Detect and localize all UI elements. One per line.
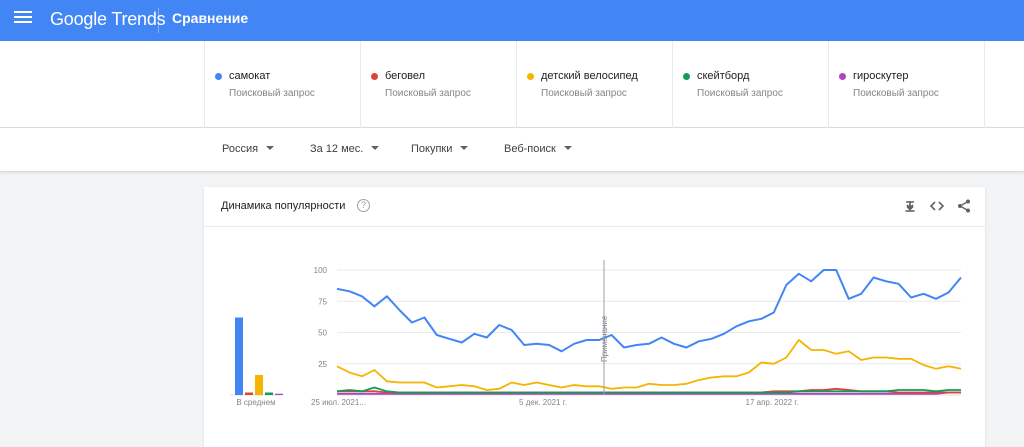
embed-code-icon[interactable] (929, 198, 945, 214)
term-name: самокат (229, 70, 271, 82)
y-tick-label: 50 (318, 329, 327, 338)
search-type-dropdown[interactable]: Веб-поиск (504, 143, 572, 155)
y-tick-label: 75 (318, 297, 327, 306)
series-line-2 (336, 339, 962, 391)
menu-icon[interactable] (14, 11, 32, 29)
filters-bar: Россия За 12 мес. Покупки Веб-поиск (0, 128, 1024, 172)
search-type-value: Веб-поиск (504, 143, 556, 155)
term-item-samokat[interactable]: самокат Поисковый запрос (205, 41, 361, 128)
y-tick-label: 25 (318, 360, 327, 369)
page-title: Сравнение (172, 10, 249, 26)
dropdown-caret-icon (371, 146, 380, 150)
x-tick-label: 17 апр. 2022 г. (746, 398, 799, 407)
avg-bar (255, 375, 263, 395)
term-item-giroskuter[interactable]: гироскутер Поисковый запрос (829, 41, 985, 128)
comparison-terms-bar: самокат Поисковый запрос беговел Поисков… (0, 41, 1024, 128)
period-dropdown[interactable]: За 12 мес. (310, 143, 380, 155)
term-name: беговел (385, 70, 426, 82)
chart-lines (336, 269, 962, 395)
avg-bar (245, 392, 253, 395)
term-item-begovel[interactable]: беговел Поисковый запрос (361, 41, 517, 128)
avg-bar (275, 393, 283, 395)
google-trends-logo[interactable]: Google Trends (50, 9, 166, 29)
term-color-dot (683, 73, 690, 80)
help-icon[interactable]: ? (357, 199, 370, 212)
term-type: Поисковый запрос (541, 88, 627, 99)
y-tick-label: 100 (314, 266, 328, 275)
term-name: скейтборд (697, 70, 750, 82)
region-value: Россия (222, 143, 259, 155)
region-dropdown[interactable]: Россия (222, 143, 275, 155)
x-tick-label: 25 июл. 2021... (311, 398, 366, 407)
annotation-label: Примечание (600, 315, 609, 362)
term-name: гироскутер (853, 70, 909, 82)
term-color-dot (371, 73, 378, 80)
x-tick-label: 5 дек. 2021 г. (519, 398, 567, 407)
card-header: Динамика популярности ? (204, 187, 985, 227)
series-line-0 (336, 269, 962, 353)
dropdown-caret-icon (266, 146, 275, 150)
category-value: Покупки (411, 143, 453, 155)
download-icon[interactable] (902, 198, 918, 214)
term-type: Поисковый запрос (853, 88, 939, 99)
interest-over-time-card: Динамика популярности ? В среднем 100 75 5… (204, 187, 985, 447)
term-color-dot (215, 73, 222, 80)
avg-label: В среднем (236, 398, 275, 407)
term-type: Поисковый запрос (697, 88, 783, 99)
term-name: детский велосипед (541, 70, 638, 82)
header-divider (158, 8, 159, 33)
avg-bar (235, 317, 243, 395)
card-title: Динамика популярности (221, 200, 346, 212)
share-icon[interactable] (956, 198, 972, 214)
term-item-skeytbord[interactable]: скейтборд Поисковый запрос (673, 41, 829, 128)
avg-bar (265, 392, 273, 395)
dropdown-caret-icon (460, 146, 469, 150)
category-dropdown[interactable]: Покупки (411, 143, 469, 155)
interest-chart: В среднем 100 75 50 25 Примечание 25 июл. 202… (230, 260, 962, 407)
term-color-dot (839, 73, 846, 80)
term-type: Поисковый запрос (229, 88, 315, 99)
term-item-detskiy-velosiped[interactable]: детский велосипед Поисковый запрос (517, 41, 673, 128)
average-bars: В среднем (230, 317, 283, 407)
series-line-4 (337, 391, 961, 395)
dropdown-caret-icon (563, 146, 572, 150)
terms-divider (204, 41, 205, 128)
chart-labels: 100 75 50 25 Примечание 25 июл. 2021... 5 дек.… (311, 260, 798, 407)
top-app-bar: Google Trends Сравнение (0, 0, 1024, 41)
term-color-dot (527, 73, 534, 80)
chart-grid (337, 269, 961, 396)
series-line-3 (336, 386, 961, 394)
period-value: За 12 мес. (310, 143, 364, 155)
term-type: Поисковый запрос (385, 88, 471, 99)
